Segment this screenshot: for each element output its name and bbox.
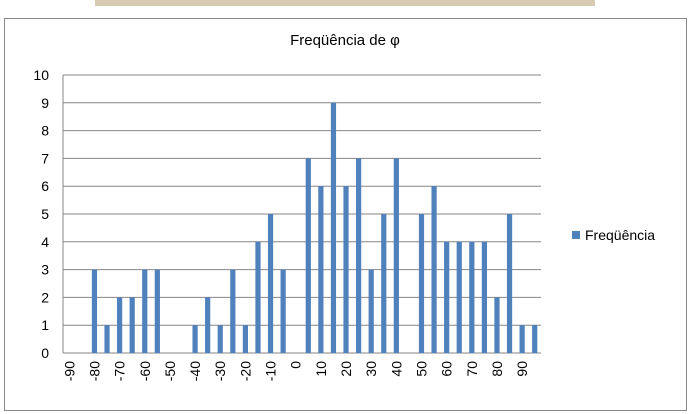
chart-title: Freqüência de φ [290, 32, 400, 49]
bar [381, 214, 386, 353]
x-tick-label: -20 [237, 361, 253, 381]
x-tick-label: -60 [137, 361, 153, 381]
x-tick-label: 50 [414, 361, 430, 377]
y-tick-label: 10 [33, 67, 49, 83]
bar [281, 270, 286, 353]
x-tick-label: -70 [112, 361, 128, 381]
bar [520, 325, 525, 353]
page: Freqüência de φ 0 1 2 3 4 5 6 7 8 9 10 -90 -80 -70 -60… [0, 0, 691, 414]
x-tick-label: 40 [388, 361, 404, 377]
bar [469, 242, 474, 353]
y-tick-label: 4 [41, 234, 49, 250]
x-tick-label: 10 [313, 361, 329, 377]
bar [444, 242, 449, 353]
x-tick-label: -90 [61, 361, 77, 381]
bar [419, 214, 424, 353]
y-tick-label: 0 [41, 345, 49, 361]
bar [331, 103, 336, 353]
x-tick-label: 30 [363, 361, 379, 377]
chart: Freqüência de φ 0 1 2 3 4 5 6 7 8 9 10 -90 -80 -70 -60… [0, 0, 691, 414]
bar [431, 186, 436, 353]
banner-strip [95, 0, 595, 6]
bar [306, 158, 311, 353]
legend-swatch [572, 231, 580, 239]
bar [205, 297, 210, 353]
x-tick-label: 60 [439, 361, 455, 377]
bar [142, 270, 147, 353]
x-tick-label: -50 [162, 361, 178, 381]
y-tick-label: 7 [41, 150, 49, 166]
bar [507, 214, 512, 353]
bar [117, 297, 122, 353]
bar [482, 242, 487, 353]
y-tick-label: 8 [41, 123, 49, 139]
x-tick-label: 80 [489, 361, 505, 377]
y-tick-label: 6 [41, 178, 49, 194]
bar [494, 297, 499, 353]
bar [532, 325, 537, 353]
y-tick-label: 3 [41, 262, 49, 278]
x-tick-label: 70 [464, 361, 480, 377]
bar [92, 270, 97, 353]
bar [318, 186, 323, 353]
x-tick-label: 0 [288, 361, 304, 369]
bar [218, 325, 223, 353]
bar [230, 270, 235, 353]
bar [268, 214, 273, 353]
y-tick-label: 1 [41, 317, 49, 333]
bar [104, 325, 109, 353]
x-tick-label: -10 [263, 361, 279, 381]
y-tick-label: 5 [41, 206, 49, 222]
bar [243, 325, 248, 353]
x-tick-label: 90 [514, 361, 530, 377]
x-tick-label: -80 [86, 361, 102, 381]
y-tick-label: 9 [41, 95, 49, 111]
bar [192, 325, 197, 353]
bar [394, 158, 399, 353]
legend-label: Freqüência [585, 227, 655, 243]
bar [356, 158, 361, 353]
bar [130, 297, 135, 353]
bar [343, 186, 348, 353]
bar [255, 242, 260, 353]
x-tick-label: -40 [187, 361, 203, 381]
y-tick-label: 2 [41, 289, 49, 305]
x-tick-label: -30 [212, 361, 228, 381]
bar [155, 270, 160, 353]
bar [369, 270, 374, 353]
bar [457, 242, 462, 353]
x-tick-label: 20 [338, 361, 354, 377]
